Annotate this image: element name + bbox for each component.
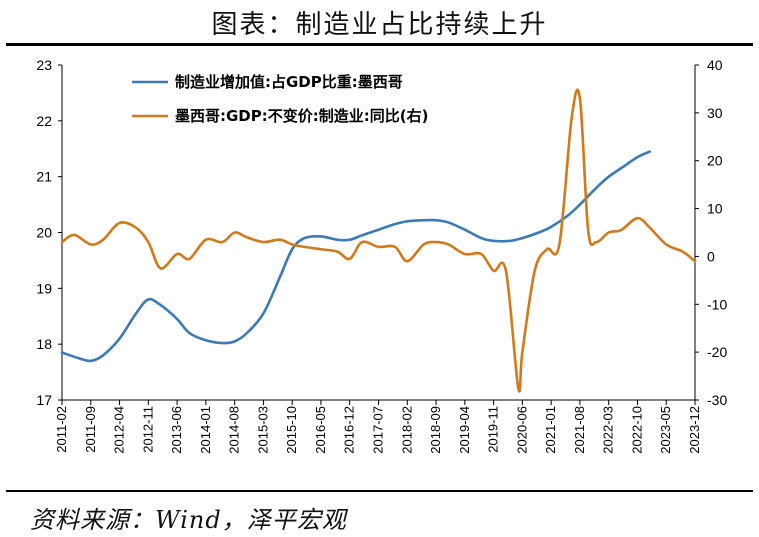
left-tick-label: 21 <box>36 169 52 185</box>
x-tick-label: 2023-12 <box>687 406 702 454</box>
x-tick-label: 2022-10 <box>629 406 644 454</box>
x-tick-label: 2020-06 <box>514 406 529 454</box>
x-tick-label: 2019-11 <box>486 406 501 453</box>
x-tick-label: 2018-02 <box>399 406 414 454</box>
series-line-yoy <box>60 88 697 393</box>
left-tick-label: 22 <box>36 113 52 129</box>
left-tick-label: 20 <box>36 225 52 241</box>
x-tick-label: 2014-08 <box>227 406 242 454</box>
x-tick-label: 2021-01 <box>543 406 558 454</box>
x-tick-label: 2018-09 <box>428 406 443 454</box>
x-tick-label: 2012-11 <box>140 406 155 453</box>
x-tick-label: 2013-06 <box>169 406 184 454</box>
axes: 17 18 19 20 21 22 23 -30 -20 -10 0 10 20 30 40 2011-02 2… <box>36 57 727 454</box>
source-note: 资料来源：Wind，泽平宏观 <box>30 506 347 534</box>
x-tick-label: 2017-07 <box>371 406 386 454</box>
x-tick-label: 2011-02 <box>54 406 69 453</box>
series-lines <box>60 88 697 393</box>
legend-label: 制造业增加值:占GDP比重:墨西哥 <box>175 73 403 91</box>
x-tick-label: 2022-03 <box>601 406 616 454</box>
bottom-rule <box>6 490 753 492</box>
x-tick-label: 2012-04 <box>112 406 127 454</box>
right-tick-label: 0 <box>707 248 715 264</box>
x-tick-label: 2014-01 <box>198 406 213 454</box>
chart-title: 图表：制造业占比持续上升 <box>211 10 548 40</box>
left-tick-label: 17 <box>36 392 52 408</box>
right-tick-label: -20 <box>707 344 727 360</box>
right-tick-label: -30 <box>707 392 727 408</box>
top-rule <box>6 43 753 46</box>
x-tick-label: 2016-12 <box>342 406 357 454</box>
legend-label: 墨西哥:GDP:不变价:制造业:同比(右) <box>175 107 428 125</box>
right-tick-label: 10 <box>707 201 723 217</box>
right-tick-label: 20 <box>707 153 723 169</box>
left-tick-label: 23 <box>36 57 52 73</box>
x-tick-label: 2019-04 <box>457 406 472 454</box>
left-tick-label: 18 <box>36 336 52 352</box>
x-tick-label: 2015-03 <box>255 406 270 454</box>
left-tick-label: 19 <box>36 280 52 296</box>
right-tick-label: 30 <box>707 105 723 121</box>
right-tick-label: 40 <box>707 57 723 73</box>
series-line-share <box>60 150 652 363</box>
x-tick-label: 2021-08 <box>572 406 587 454</box>
x-tick-label: 2015-10 <box>284 406 299 454</box>
right-tick-label: -10 <box>707 296 727 312</box>
x-tick-label: 2016-05 <box>313 406 328 454</box>
x-tick-label: 2023-05 <box>658 406 673 454</box>
x-tick-label: 2011-09 <box>83 406 98 453</box>
